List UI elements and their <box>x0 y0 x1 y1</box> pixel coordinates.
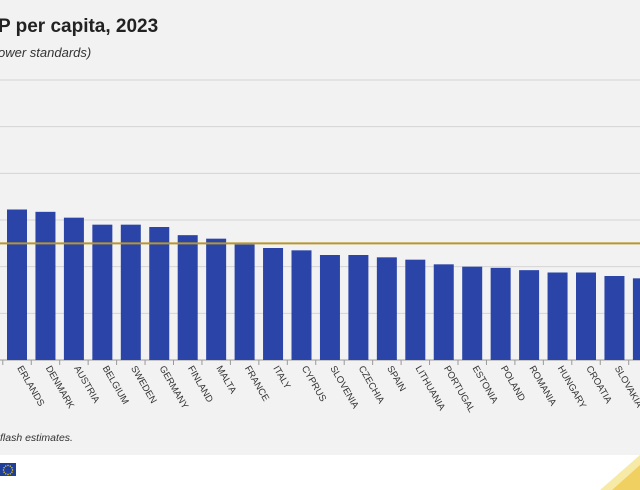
x-tick-label: FINLAND <box>185 364 215 405</box>
x-tick-label: SPAIN <box>384 364 407 394</box>
bar-belgium <box>92 224 113 360</box>
bar-slovakia <box>604 276 625 360</box>
x-tick-label: SLOVENIA <box>327 364 361 411</box>
x-axis-ticks <box>2 360 630 365</box>
bar-austria <box>63 217 84 360</box>
bar-erlands <box>7 209 27 360</box>
eu-flag-icon <box>0 463 16 476</box>
bar-estonia <box>462 266 483 360</box>
x-axis-labels: ERLANDSDENMARKAUSTRIABELGIUMSWEDENGERMAN… <box>14 364 640 415</box>
bar-romania <box>519 270 540 360</box>
bar-czechia <box>348 255 369 360</box>
bar-slovenia <box>319 255 340 360</box>
bar-latv <box>632 278 640 360</box>
bar-germany <box>149 227 170 360</box>
bar-france <box>234 244 255 360</box>
x-tick-label: ROMANIA <box>527 364 559 408</box>
x-tick-label: FRANCE <box>242 364 271 403</box>
x-tick-label: POLAND <box>498 364 527 403</box>
chart-footnote: flash estimates. <box>0 432 73 444</box>
x-tick-label: AUSTRIA <box>71 364 101 406</box>
bar-denmark <box>35 211 56 360</box>
bar-spain <box>376 257 397 360</box>
bar-portugal <box>433 264 454 360</box>
bar-malta <box>206 238 227 360</box>
chart-subtitle: ower standards) <box>0 45 92 60</box>
bars <box>7 209 640 360</box>
x-tick-label: CYPRUS <box>299 364 328 404</box>
x-tick-label: SLOVAKIA <box>612 364 640 410</box>
bar-chart: ERLANDSDENMARKAUSTRIABELGIUMSWEDENGERMAN… <box>0 79 640 415</box>
bar-croatia <box>576 272 596 360</box>
chart-panel: ERLANDS DENMARK AUSTRIA BELGIUM SWEDEN GERMAN… <box>0 0 640 455</box>
x-tick-label: MALTA <box>214 364 239 396</box>
chart-title: P per capita, 2023 <box>0 16 159 37</box>
x-tick-label: SWEDEN <box>128 364 158 406</box>
x-tick-label: GERMANY <box>157 364 191 412</box>
x-tick-label: CZECHIA <box>356 364 387 406</box>
x-tick-label: DENMARK <box>43 364 77 411</box>
x-tick-label: HUNGARY <box>555 364 589 411</box>
decorative-corner-shape <box>600 455 640 490</box>
x-tick-label: ESTONIA <box>470 364 501 406</box>
x-tick-label: ERLANDS <box>14 364 46 408</box>
bar-lithuania <box>405 259 426 360</box>
footer-bar <box>0 455 640 490</box>
x-tick-label: LITHUANIA <box>413 364 448 413</box>
x-tick-label: BELGIUM <box>100 364 131 407</box>
bar-sweden <box>120 224 141 360</box>
bar-finland <box>177 235 198 360</box>
x-tick-label: ITALY <box>270 364 292 392</box>
x-tick-label: CROATIA <box>583 364 614 406</box>
bar-poland <box>490 267 511 360</box>
bar-italy <box>263 248 284 360</box>
bar-cyprus <box>291 250 312 360</box>
bar-hungary <box>547 272 568 360</box>
